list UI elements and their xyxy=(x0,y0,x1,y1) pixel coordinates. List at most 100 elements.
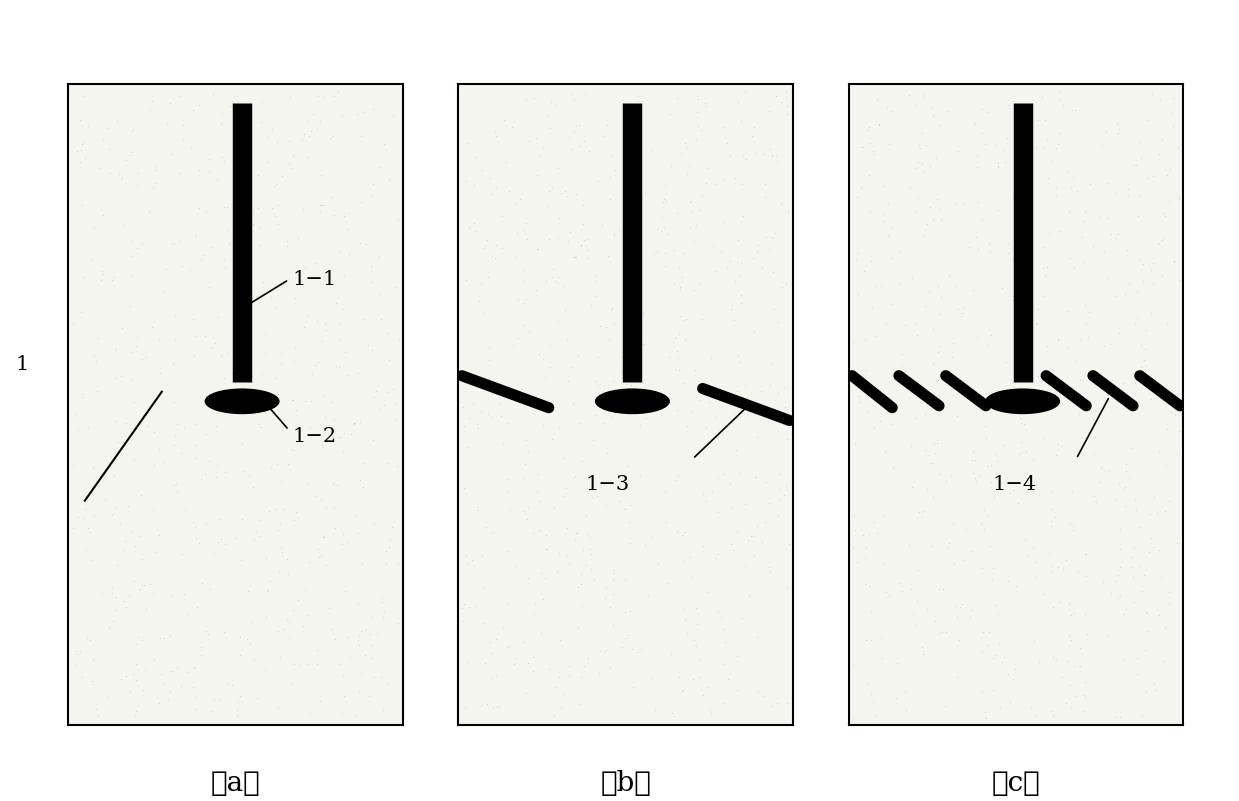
Point xyxy=(463,216,483,229)
Point xyxy=(149,334,169,347)
Point xyxy=(364,391,384,404)
Point xyxy=(638,590,658,602)
Point xyxy=(911,141,930,154)
Point xyxy=(139,205,159,218)
Point xyxy=(1052,388,1072,400)
Point xyxy=(517,293,536,306)
Point xyxy=(187,601,207,614)
Point xyxy=(356,238,375,251)
Point xyxy=(1028,114,1048,127)
Point xyxy=(465,599,484,612)
Point xyxy=(1048,332,1068,345)
Point xyxy=(693,189,712,202)
Point xyxy=(255,664,275,677)
Point xyxy=(752,536,772,549)
Point xyxy=(970,469,990,481)
Point xyxy=(89,161,109,174)
Point xyxy=(1152,231,1172,244)
Point xyxy=(548,162,567,175)
Point xyxy=(895,686,914,698)
Point xyxy=(238,286,258,299)
Point xyxy=(74,511,94,524)
Point xyxy=(133,237,152,250)
Point xyxy=(218,347,238,360)
Point xyxy=(281,442,301,455)
Point xyxy=(515,216,535,229)
Point xyxy=(330,245,349,258)
Point xyxy=(859,120,878,133)
Point xyxy=(130,530,150,543)
Point xyxy=(776,400,795,413)
Point xyxy=(486,180,506,193)
Point xyxy=(565,251,585,264)
Point xyxy=(727,525,747,538)
Point xyxy=(270,517,290,530)
Point xyxy=(1118,244,1137,256)
Point xyxy=(165,430,185,443)
Point xyxy=(482,646,502,659)
Point xyxy=(1137,625,1157,638)
Point xyxy=(275,274,295,287)
Point xyxy=(882,222,902,235)
Point xyxy=(208,400,228,413)
Point xyxy=(989,392,1009,405)
Point xyxy=(743,120,763,133)
Point xyxy=(501,504,520,517)
Point xyxy=(316,558,336,571)
Point xyxy=(368,252,388,264)
Point xyxy=(612,393,632,406)
Point xyxy=(260,574,280,587)
Point xyxy=(608,223,628,236)
Point xyxy=(1066,690,1085,702)
Point xyxy=(928,346,948,359)
Point xyxy=(120,300,140,312)
Point xyxy=(559,668,579,681)
Point xyxy=(507,227,527,239)
Point xyxy=(741,529,761,542)
Point xyxy=(577,244,597,256)
Point xyxy=(707,472,727,485)
Point xyxy=(596,321,616,334)
Point xyxy=(589,175,608,187)
Point xyxy=(1059,630,1079,642)
Point xyxy=(68,647,88,660)
Point xyxy=(602,148,622,161)
Point xyxy=(767,696,787,709)
Point xyxy=(727,96,747,109)
Point xyxy=(686,639,706,652)
Point xyxy=(107,559,126,572)
Point xyxy=(211,694,230,706)
Point xyxy=(164,439,183,452)
Point xyxy=(284,603,304,616)
Point xyxy=(503,391,523,404)
Point xyxy=(165,237,185,250)
Point xyxy=(472,549,492,562)
Point xyxy=(227,89,247,102)
Point xyxy=(256,610,276,623)
Point xyxy=(84,508,104,521)
Point xyxy=(1033,261,1053,274)
Point xyxy=(592,219,612,231)
Point xyxy=(186,329,206,342)
Point xyxy=(238,633,258,646)
Point xyxy=(1110,561,1130,574)
Point xyxy=(1041,566,1061,578)
Point xyxy=(979,638,999,651)
Point xyxy=(523,526,543,539)
Point xyxy=(470,295,489,308)
Point xyxy=(271,549,291,562)
Point xyxy=(1144,541,1163,553)
Point xyxy=(755,690,774,702)
Point xyxy=(323,477,343,489)
Point xyxy=(725,407,745,420)
Point xyxy=(1057,341,1077,354)
Point xyxy=(1098,177,1118,190)
Point xyxy=(460,222,479,235)
Point xyxy=(380,533,400,546)
Point xyxy=(569,698,589,710)
Point xyxy=(1132,584,1152,597)
Point xyxy=(966,150,986,163)
Point xyxy=(363,178,383,191)
Point xyxy=(1085,430,1105,443)
Point xyxy=(538,542,558,555)
